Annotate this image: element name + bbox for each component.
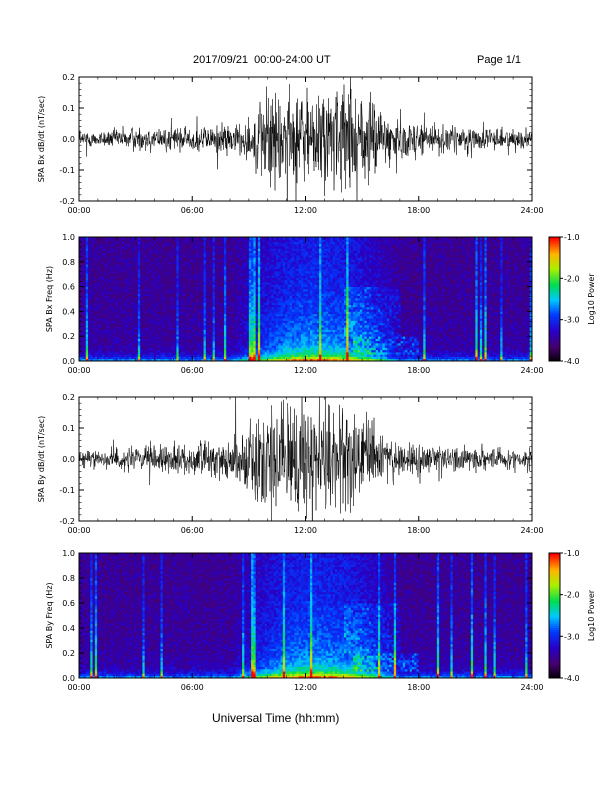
x-tick-label: 00:00: [67, 526, 90, 535]
y-tick-label: -0.2: [59, 197, 75, 206]
y-tick-label: 0.0: [62, 135, 75, 144]
x-tick-label: 06:00: [181, 526, 204, 535]
y-tick-label: 0.1: [62, 424, 75, 433]
colorbar-label: Log10 Power: [587, 273, 596, 325]
y-tick-label: 0.0: [62, 455, 75, 464]
y-tick-label: 1.0: [62, 233, 75, 242]
series-line: [79, 77, 532, 201]
y-tick-label: 0.6: [62, 283, 75, 292]
colorbar-tick-label: -3.0: [564, 632, 580, 641]
colorbar-tick-label: -2.0: [564, 274, 580, 283]
x-tick-label: 18:00: [407, 683, 430, 692]
panel-1: [78, 76, 533, 202]
y-tick-label: 0.4: [62, 307, 75, 316]
x-tick-label: 12:00: [294, 366, 317, 375]
page-title: 2017/09/21 00:00-24:00 UT: [193, 54, 331, 66]
x-tick-label: 00:00: [67, 683, 90, 692]
y-tick-label: 0.6: [62, 599, 75, 608]
y-axis-label: SPA By Freq (Hz): [45, 582, 54, 648]
y-tick-label: 0.4: [62, 624, 75, 633]
x-tick-label: 18:00: [407, 206, 430, 215]
y-tick-label: 0.2: [62, 649, 75, 658]
y-tick-label: 0.2: [62, 73, 75, 82]
spectrogram-cells: [79, 553, 533, 679]
y-tick-label: 0.0: [62, 357, 75, 366]
x-tick-label: 18:00: [407, 366, 430, 375]
x-tick-label: 06:00: [181, 366, 204, 375]
colorbar: [548, 236, 563, 362]
x-tick-label: 06:00: [181, 206, 204, 215]
colorbar: [548, 552, 563, 679]
x-tick-label: 24:00: [520, 366, 543, 375]
y-axis-label: SPA Bx dB/dt (nT/sec): [37, 96, 46, 183]
x-tick-label: 24:00: [520, 683, 543, 692]
x-tick-label: 12:00: [294, 206, 317, 215]
y-tick-label: -0.1: [59, 486, 75, 495]
y-tick-label: 0.0: [62, 674, 75, 683]
colorbar-tick-label: -4.0: [564, 674, 580, 683]
y-tick-label: 1.0: [62, 549, 75, 558]
y-tick-label: 0.2: [62, 393, 75, 402]
page-number: Page 1/1: [477, 54, 521, 66]
colorbar-label: Log10 Power: [587, 589, 596, 641]
x-tick-label: 24:00: [520, 206, 543, 215]
colorbar-tick-label: -4.0: [564, 357, 580, 366]
x-axis-title: Universal Time (hh:mm): [212, 711, 339, 725]
x-tick-label: 00:00: [67, 366, 90, 375]
colorbar-tick-label: -1.0: [564, 233, 580, 242]
y-axis-label: SPA By dB/dt (nT/sec): [37, 416, 46, 503]
colorbar-frame: [548, 552, 561, 679]
y-tick-label: 0.8: [62, 574, 75, 583]
y-tick-label: 0.2: [62, 332, 75, 341]
y-tick-label: -0.2: [59, 517, 75, 526]
panel-4: [78, 552, 533, 679]
spectrogram-cells: [79, 237, 533, 362]
x-tick-label: 06:00: [181, 683, 204, 692]
colorbar-tick-label: -2.0: [564, 591, 580, 600]
x-tick-label: 18:00: [407, 526, 430, 535]
x-tick-label: 12:00: [294, 683, 317, 692]
colorbar-frame: [548, 236, 561, 362]
x-tick-label: 00:00: [67, 206, 90, 215]
colorbar-tick-label: -1.0: [564, 549, 580, 558]
x-tick-label: 12:00: [294, 526, 317, 535]
y-tick-label: -0.1: [59, 166, 75, 175]
y-tick-label: 0.8: [62, 258, 75, 267]
colorbar-tick-label: -3.0: [564, 316, 580, 325]
panel-3: [78, 396, 533, 522]
series-line: [79, 397, 532, 521]
panel-2: [78, 236, 533, 362]
y-axis-label: SPA Bx Freq (Hz): [45, 266, 54, 332]
y-tick-label: 0.1: [62, 104, 75, 113]
x-tick-label: 24:00: [520, 526, 543, 535]
